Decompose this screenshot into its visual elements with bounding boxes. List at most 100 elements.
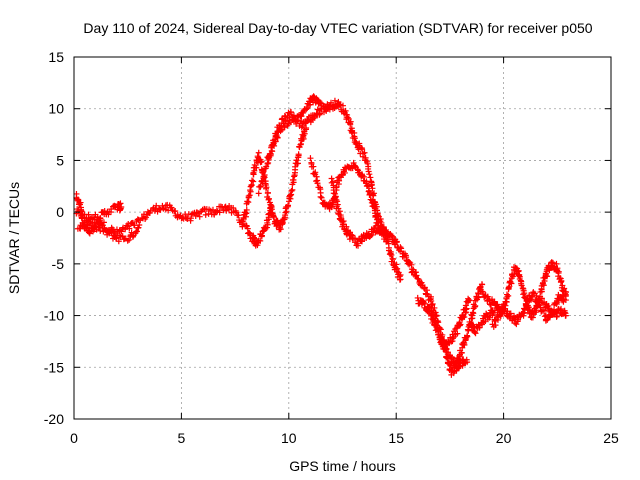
data-point [507,279,514,286]
data-point [505,292,512,299]
data-point [365,163,372,170]
data-point [472,330,479,337]
data-point [522,302,529,309]
data-point [540,282,547,289]
data-markers [73,93,569,378]
data-point [250,178,257,185]
data-point [133,228,140,235]
series-trace-c [74,216,142,245]
y-tick-label: 5 [56,152,64,168]
data-point [187,215,194,222]
data-point [541,307,548,314]
data-point [521,306,528,313]
data-point [361,149,368,156]
data-point [456,322,463,329]
data-point [202,211,209,218]
data-point [284,114,291,121]
y-tick-label: -5 [52,256,65,272]
data-point [461,341,468,348]
data-point [97,227,104,234]
data-point [562,312,569,319]
data-point [143,214,150,221]
data-point [445,349,451,356]
data-point [239,220,246,227]
data-point [283,208,290,215]
data-point [461,314,468,321]
data-point [359,146,366,153]
data-point [317,189,324,196]
data-point [307,155,314,162]
data-point [277,226,284,233]
data-point [263,163,270,170]
data-point [339,102,346,109]
y-tick-label: 0 [56,204,64,220]
data-point [298,124,305,131]
data-point [118,203,125,210]
series-trace-d [239,124,310,233]
data-point [253,164,260,171]
data-point [561,285,568,292]
data-point [471,329,478,336]
data-point [254,153,261,160]
data-point [393,239,400,246]
data-point [369,185,376,192]
data-point [505,284,512,291]
data-point [343,223,350,230]
data-point [454,330,461,337]
data-point [249,177,256,184]
data-point [302,126,309,133]
data-point [92,223,99,230]
y-tick-label: 15 [48,49,64,65]
data-point [538,288,545,295]
series-trace-j [425,295,473,353]
data-point [558,278,565,285]
data-point [330,199,337,206]
data-point [284,203,291,210]
data-point [221,204,228,211]
series-trace-n [538,295,569,320]
data-point [469,309,476,316]
data-point [472,303,479,310]
data-point [348,231,355,238]
x-tick-label: 5 [178,430,186,446]
data-point [553,260,560,267]
data-point [258,158,265,165]
data-point [507,310,514,317]
data-point [295,152,302,159]
data-point [126,236,133,243]
data-point [79,211,86,218]
data-point [380,228,387,235]
data-point [246,230,253,237]
data-point [537,304,544,311]
data-point [327,200,334,207]
data-point [336,101,343,108]
data-point [97,215,104,222]
data-point [303,106,310,113]
data-point [126,225,133,232]
data-point [462,306,469,313]
data-point [115,238,122,245]
data-point [314,180,321,187]
data-point [270,139,277,146]
data-point [555,268,562,275]
data-point [513,321,520,328]
data-point [541,278,548,285]
data-point [347,120,354,127]
data-point [246,192,253,199]
data-point [554,265,561,272]
data-point [265,195,272,202]
data-point [317,110,324,117]
data-point [367,233,374,240]
data-point [264,189,271,196]
data-point [157,206,164,213]
data-point [394,265,401,272]
data-point [439,338,446,345]
data-point [503,294,510,301]
data-point [366,191,373,198]
data-point [330,190,337,197]
data-point [192,213,199,220]
data-point [252,236,259,243]
data-point [421,300,428,307]
data-point [429,300,436,307]
